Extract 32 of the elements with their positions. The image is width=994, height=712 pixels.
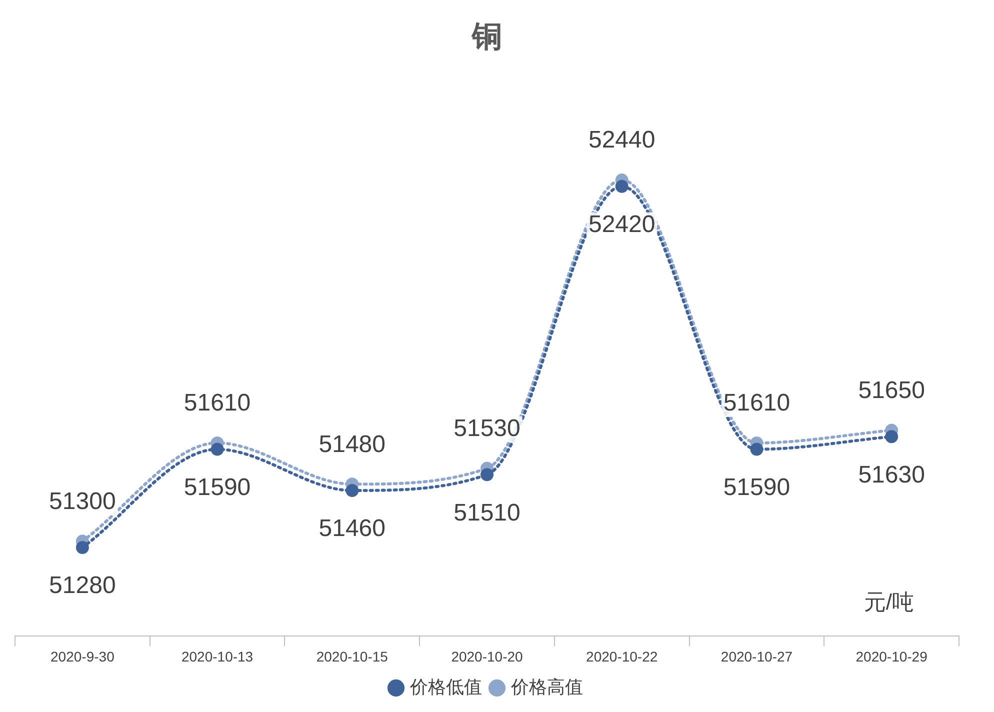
point [885,430,898,444]
data-label: 51630 [858,461,925,488]
point [750,442,764,456]
point [210,442,224,456]
x-tick-label: 2020-10-13 [181,648,254,664]
data-label: 51590 [184,474,251,501]
point [615,180,628,193]
data-label: 51590 [723,474,790,501]
point [346,484,359,497]
data-label: 51280 [49,572,116,600]
legend-label: 价格低值 [409,676,482,697]
data-label: 51610 [723,390,790,417]
x-tick-label: 2020-10-29 [856,648,928,664]
x-tick-label: 2020-10-22 [586,648,658,664]
chart-title: 铜 [471,20,502,54]
point [480,468,494,482]
data-label: 51460 [318,515,386,542]
x-tick-label: 2020-9-30 [50,648,115,664]
data-label: 52420 [588,211,656,238]
x-tick-label: 2020-10-15 [316,648,388,664]
legend-label: 价格高值 [510,676,583,697]
x-tick-label: 2020-10-20 [451,648,524,664]
data-label: 51530 [454,414,520,442]
data-label: 51650 [858,376,925,404]
text: 元/吨 [864,589,914,614]
data-label: 51300 [49,488,116,515]
point [76,541,89,554]
data-label: 51610 [184,390,251,417]
data-label: 51480 [318,430,386,458]
data-label: 52440 [588,126,656,154]
x-tick-label: 2020-10-27 [720,648,793,664]
data-label: 51510 [454,499,520,526]
